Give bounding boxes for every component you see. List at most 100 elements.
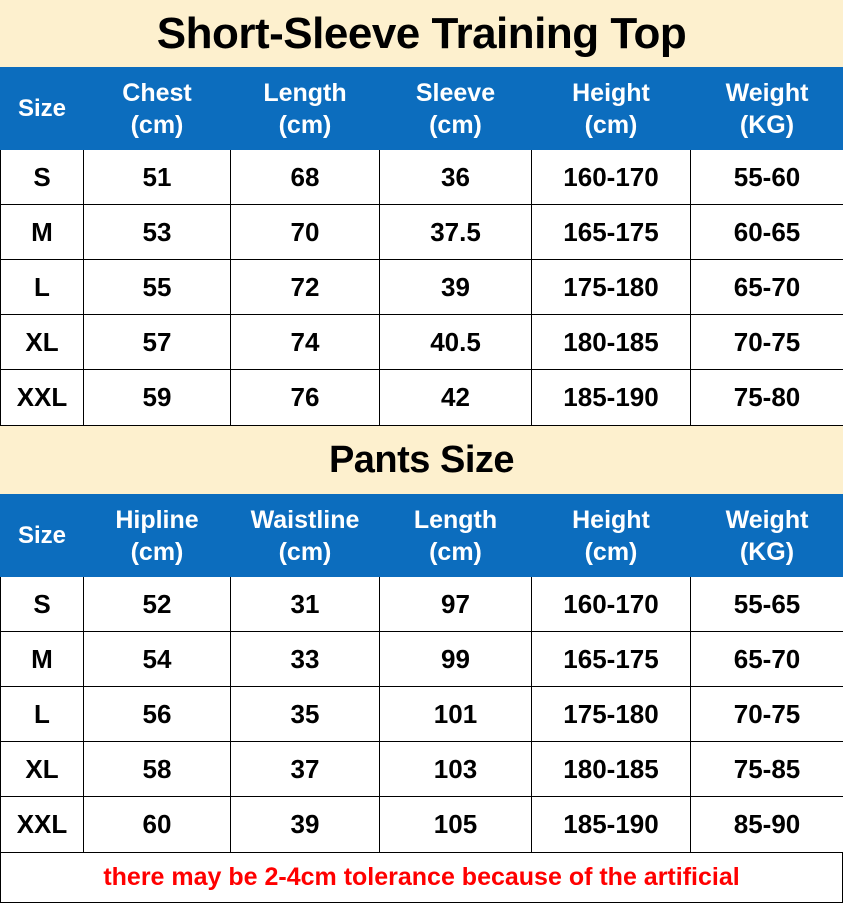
cell-sleeve: 42 [379, 369, 532, 426]
header-line-2: (cm) [584, 110, 638, 139]
cell-waistline: 35 [230, 686, 380, 742]
column-header-sleeve: Sleeve (cm) [379, 67, 532, 150]
section-title-top: Short-Sleeve Training Top [0, 0, 843, 67]
header-line-2: (KG) [739, 537, 795, 566]
cell-size: XL [0, 314, 84, 370]
cell-size: L [0, 259, 84, 315]
cell-height: 165-175 [531, 631, 691, 687]
header-line-1: Chest [122, 78, 192, 107]
header-line-2: (cm) [584, 537, 638, 566]
table-row: XXL 59 76 42 185-190 75-80 [0, 369, 843, 426]
cell-size: XXL [0, 796, 84, 853]
tolerance-note: there may be 2-4cm tolerance because of … [0, 853, 843, 903]
header-line-1: Size [17, 94, 67, 122]
cell-size: XL [0, 741, 84, 797]
cell-chest: 51 [83, 149, 231, 205]
cell-height: 180-185 [531, 314, 691, 370]
column-header-height: Height (cm) [531, 67, 691, 150]
header-line-2: (cm) [130, 110, 184, 139]
cell-weight: 70-75 [690, 314, 843, 370]
cell-size: L [0, 686, 84, 742]
cell-weight: 55-65 [690, 576, 843, 632]
column-header-hipline: Hipline (cm) [83, 494, 231, 577]
cell-size: M [0, 631, 84, 687]
header-line-2: (KG) [739, 110, 795, 139]
header-line-2: (cm) [429, 110, 482, 139]
cell-height: 160-170 [531, 576, 691, 632]
column-header-waistline: Waistline (cm) [230, 494, 380, 577]
cell-waistline: 37 [230, 741, 380, 797]
cell-height: 180-185 [531, 741, 691, 797]
cell-size: S [0, 149, 84, 205]
cell-waistline: 33 [230, 631, 380, 687]
table-row: L 55 72 39 175-180 65-70 [0, 259, 843, 315]
table-row: L 56 35 101 175-180 70-75 [0, 686, 843, 742]
cell-length: 72 [230, 259, 380, 315]
header-line-1: Length [263, 78, 347, 107]
cell-height: 185-190 [531, 369, 691, 426]
table-row: M 54 33 99 165-175 65-70 [0, 631, 843, 687]
size-table-pants: Size Hipline (cm) Waistline (cm) Length … [0, 494, 843, 853]
table-header-row: Size Chest (cm) Length (cm) Sleeve (cm) … [0, 67, 843, 150]
header-line-1: Height [572, 78, 650, 107]
header-line-2: (cm) [278, 110, 332, 139]
header-line-1: Waistline [250, 505, 360, 534]
header-line-2: (cm) [429, 537, 482, 566]
column-header-weight: Weight (KG) [690, 67, 843, 150]
cell-chest: 55 [83, 259, 231, 315]
cell-weight: 65-70 [690, 631, 843, 687]
cell-sleeve: 40.5 [379, 314, 532, 370]
table-row: XL 57 74 40.5 180-185 70-75 [0, 314, 843, 370]
cell-length: 103 [379, 741, 532, 797]
table-header-row: Size Hipline (cm) Waistline (cm) Length … [0, 494, 843, 577]
table-row: S 52 31 97 160-170 55-65 [0, 576, 843, 632]
cell-length: 76 [230, 369, 380, 426]
cell-size: S [0, 576, 84, 632]
column-header-chest: Chest (cm) [83, 67, 231, 150]
header-line-1: Height [572, 505, 650, 534]
cell-hipline: 60 [83, 796, 231, 853]
table-row: S 51 68 36 160-170 55-60 [0, 149, 843, 205]
cell-height: 160-170 [531, 149, 691, 205]
cell-weight: 60-65 [690, 204, 843, 260]
cell-hipline: 56 [83, 686, 231, 742]
table-row: XXL 60 39 105 185-190 85-90 [0, 796, 843, 853]
column-header-length: Length (cm) [230, 67, 380, 150]
header-line-1: Weight [725, 505, 809, 534]
section-title-pants: Pants Size [328, 438, 515, 481]
cell-sleeve: 36 [379, 149, 532, 205]
table-row: M 53 70 37.5 165-175 60-65 [0, 204, 843, 260]
header-line-2: (cm) [130, 537, 184, 566]
cell-chest: 59 [83, 369, 231, 426]
cell-height: 175-180 [531, 686, 691, 742]
header-line-1: Length [413, 505, 498, 534]
column-header-size: Size [0, 494, 84, 577]
cell-waistline: 31 [230, 576, 380, 632]
cell-weight: 65-70 [690, 259, 843, 315]
cell-height: 175-180 [531, 259, 691, 315]
column-header-weight: Weight (KG) [690, 494, 843, 577]
size-table-top: Size Chest (cm) Length (cm) Sleeve (cm) … [0, 67, 843, 426]
column-header-size: Size [0, 67, 84, 150]
column-header-height: Height (cm) [531, 494, 691, 577]
header-line-1: Sleeve [415, 78, 496, 107]
cell-chest: 57 [83, 314, 231, 370]
cell-length: 68 [230, 149, 380, 205]
cell-weight: 75-85 [690, 741, 843, 797]
cell-hipline: 54 [83, 631, 231, 687]
column-header-length: Length (cm) [379, 494, 532, 577]
cell-sleeve: 39 [379, 259, 532, 315]
cell-height: 185-190 [531, 796, 691, 853]
cell-hipline: 58 [83, 741, 231, 797]
cell-hipline: 52 [83, 576, 231, 632]
cell-length: 101 [379, 686, 532, 742]
cell-weight: 70-75 [690, 686, 843, 742]
table-row: XL 58 37 103 180-185 75-85 [0, 741, 843, 797]
cell-length: 74 [230, 314, 380, 370]
cell-length: 97 [379, 576, 532, 632]
cell-chest: 53 [83, 204, 231, 260]
cell-waistline: 39 [230, 796, 380, 853]
cell-size: XXL [0, 369, 84, 426]
cell-weight: 85-90 [690, 796, 843, 853]
